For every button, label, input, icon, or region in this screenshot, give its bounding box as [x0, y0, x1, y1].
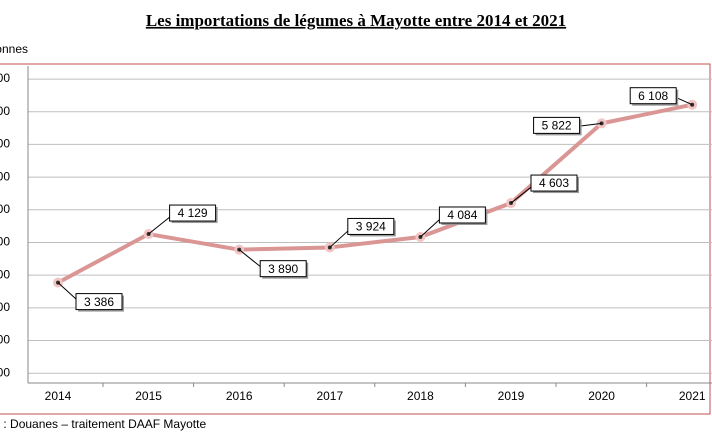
- y-tick-label: 3 500: [0, 267, 10, 281]
- x-tick-label: 2016: [226, 389, 253, 403]
- label-box: [259, 260, 307, 278]
- x-tick-label: 2018: [407, 389, 434, 403]
- y-tick-label: 6 500: [0, 71, 10, 85]
- y-tick-label: 4 000: [0, 235, 10, 249]
- x-tick-label: 2019: [498, 389, 525, 403]
- label-box: [75, 293, 123, 311]
- label-box: [629, 87, 677, 105]
- label-box: [533, 116, 581, 134]
- data-label: 6 108: [638, 89, 668, 103]
- y-tick-label: 3 000: [0, 300, 10, 314]
- chart-frame: [0, 63, 711, 415]
- x-tick-label: 2021: [679, 389, 706, 403]
- data-label: 3 386: [84, 295, 114, 309]
- data-label: 4 129: [178, 206, 208, 220]
- y-tick-label: 4 500: [0, 202, 10, 216]
- label-box: [347, 217, 395, 235]
- data-label: 3 924: [356, 220, 386, 234]
- y-tick-label: 2 000: [0, 365, 10, 379]
- data-label: 5 822: [542, 119, 572, 133]
- label-box: [438, 206, 486, 224]
- x-tick-label: 2015: [135, 389, 162, 403]
- line: [57, 102, 693, 285]
- data-label: 4 603: [539, 176, 569, 190]
- y-axis-label: Tonnes: [0, 42, 28, 56]
- x-tick-label: 2017: [316, 389, 343, 403]
- data-label: 3 890: [268, 262, 298, 276]
- x-tick-label: 2020: [588, 389, 615, 403]
- y-tick-label: 6 000: [0, 104, 10, 118]
- y-tick-label: 5 000: [0, 169, 10, 183]
- label-box: [530, 174, 578, 192]
- data-label: 4 084: [447, 208, 477, 222]
- source-note: Source : Douanes – traitement DAAF Mayot…: [0, 417, 206, 431]
- y-tick-label: 2 500: [0, 333, 10, 347]
- chart-title: Les importations de légumes à Mayotte en…: [146, 11, 566, 30]
- label-box: [169, 204, 217, 222]
- x-tick-label: 2014: [45, 389, 72, 403]
- y-tick-label: 5 500: [0, 137, 10, 151]
